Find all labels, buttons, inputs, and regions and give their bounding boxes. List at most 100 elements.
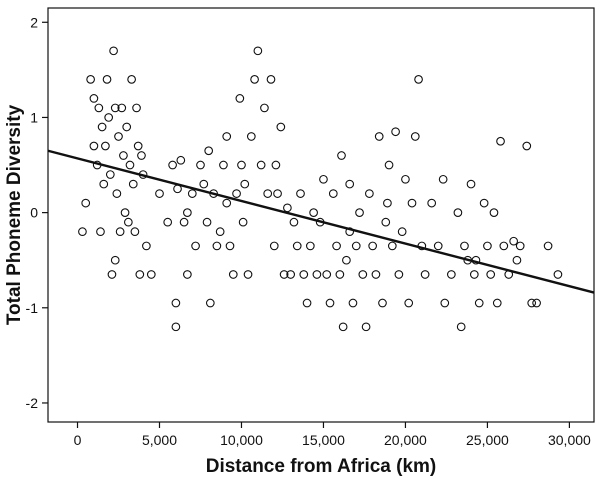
data-point [345,179,355,189]
data-point [381,217,391,227]
data-point [266,75,276,84]
data-point [515,241,525,251]
data-point [246,132,256,141]
y-tick-label: -2 [26,395,39,411]
data-point [407,198,417,208]
data-point [101,141,110,151]
data-point [96,227,105,237]
data-point [553,270,563,279]
data-point [132,103,141,113]
y-axis-ticks: 2 1 0 -1 -2 [26,14,48,411]
data-point [440,298,450,308]
data-point [171,298,181,308]
data-point [401,174,410,184]
data-point [325,298,335,308]
data-point [312,270,322,279]
y-tick-label: -1 [26,300,39,316]
data-point [383,198,392,208]
data-point [250,75,259,84]
data-point [78,227,87,237]
x-axis-title: Distance from Africa (km) [206,456,437,477]
data-point [125,160,135,170]
data-point [532,298,541,308]
data-point [271,160,281,170]
data-point [215,227,225,237]
data-point [302,298,312,308]
data-point [355,208,364,217]
data-point [543,241,553,251]
data-point [135,270,145,279]
data-point [486,270,496,279]
y-tick-label: 1 [30,109,38,125]
x-tick-label: 25,000 [466,432,509,448]
data-point [365,189,374,198]
data-point [328,189,338,198]
data-point [104,113,114,122]
data-point [348,298,358,308]
data-point [427,198,437,208]
data-point [204,146,214,156]
plot-frame [47,7,595,423]
data-point [238,217,248,227]
data-point [225,241,235,251]
data-point [191,241,200,251]
x-tick-label: 0 [74,432,82,448]
data-point [97,122,107,132]
data-point [456,322,466,332]
data-point [474,298,484,308]
data-point [460,241,469,251]
data-point [492,298,502,308]
data-point [335,270,345,279]
data-point [205,298,215,308]
data-point [351,241,361,251]
data-point [222,132,232,141]
data-point [256,160,266,170]
data-point [414,75,423,84]
data-point [283,203,292,213]
data-point [232,189,241,198]
trend-line-group [47,149,595,294]
data-point [123,217,133,227]
data-point [345,227,355,237]
data-point [109,46,118,56]
data-point [276,122,286,132]
data-point [117,103,127,113]
data-point [358,270,368,279]
data-point [89,141,99,151]
data-point [447,270,456,279]
data-point [509,236,519,246]
data-point [489,208,499,217]
data-point [499,241,509,251]
data-point [176,155,186,165]
data-point [94,103,104,113]
data-point [263,189,273,198]
data-point [155,189,164,198]
data-point [391,127,400,137]
data-point [127,75,136,84]
data-point [387,241,397,251]
trend-line [47,149,595,294]
data-point [133,141,143,151]
y-tick-label: 2 [30,14,38,30]
data-point [374,132,384,141]
data-point [130,227,140,237]
data-point [522,141,532,151]
data-point [179,217,189,227]
data-point [319,174,328,184]
data-point [260,103,269,113]
y-tick-label: 0 [30,205,38,221]
data-point [128,179,138,189]
x-axis-ticks: 0 5,000 10,000 15,000 20,000 25,000 30,000 [74,422,591,448]
data-point [237,160,246,170]
data-point [466,179,476,189]
data-point [81,198,91,208]
data-point [112,189,122,198]
data-point [289,217,299,227]
data-point [107,270,117,279]
data-point [110,255,120,265]
data-point [163,217,173,227]
data-point [269,241,279,251]
data-point [199,179,209,189]
data-point [394,270,404,279]
data-point [338,322,348,332]
